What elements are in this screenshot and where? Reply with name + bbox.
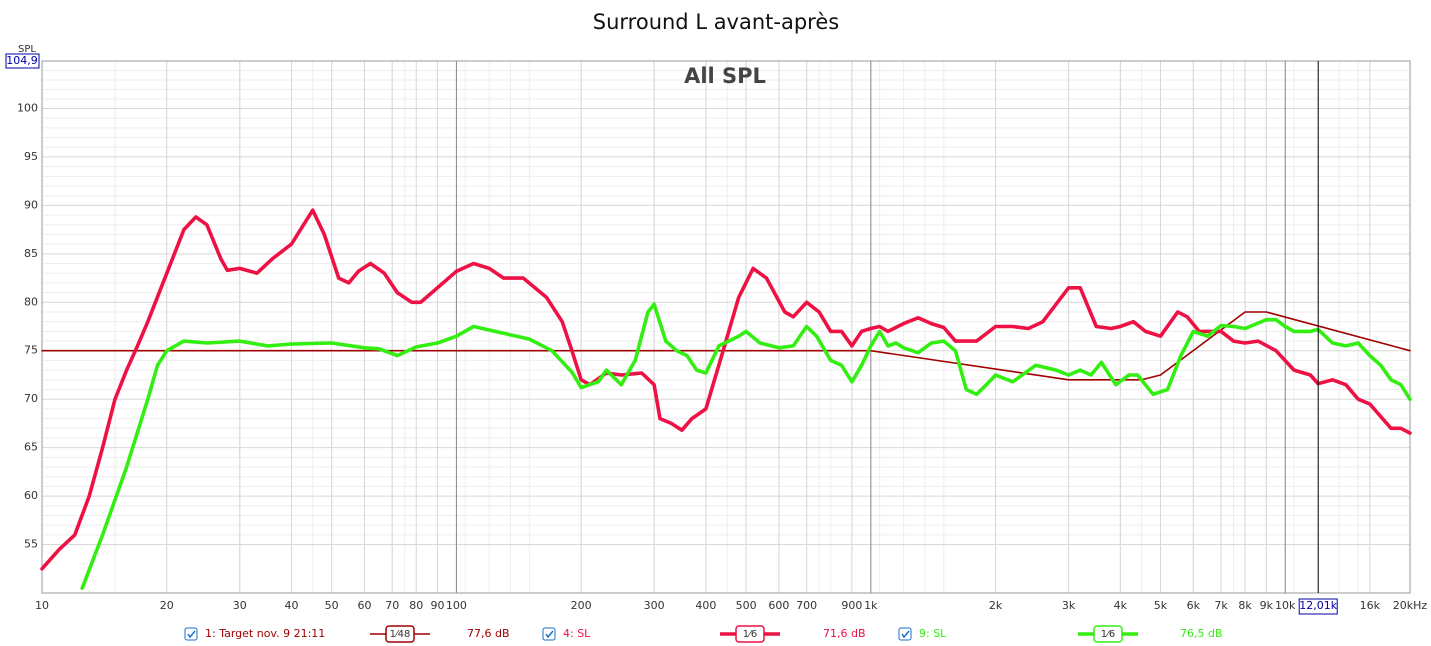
y-tick-box bbox=[5, 53, 40, 69]
x-tick-label: 7k bbox=[1214, 599, 1228, 612]
x-tick-label: 4k bbox=[1114, 599, 1128, 612]
legend-level: 71,6 dB bbox=[823, 627, 866, 640]
x-tick-label: 30 bbox=[233, 599, 247, 612]
y-tick-label: 65 bbox=[24, 441, 38, 454]
y-tick-label: 100 bbox=[17, 101, 38, 114]
cursor-label: 12,01k bbox=[1299, 599, 1337, 612]
y-tick-label: 104,9 bbox=[6, 54, 38, 67]
y-tick-label: 60 bbox=[24, 489, 38, 502]
legend-checkmark bbox=[545, 630, 554, 639]
x-tick-label: 300 bbox=[644, 599, 665, 612]
legend-smoothing-box[interactable] bbox=[735, 625, 765, 643]
y-tick-label: 55 bbox=[24, 538, 38, 551]
legend-checkmark bbox=[901, 630, 910, 639]
x-tick-label: 3k bbox=[1062, 599, 1076, 612]
legend: 1: Target nov. 9 21:11 1⁄48 77,6 dB 4: SL 1⁄… bbox=[184, 625, 1223, 643]
x-tick-label: 50 bbox=[325, 599, 339, 612]
x-tick-label: 900 bbox=[841, 599, 862, 612]
legend-smoothing: 1⁄6 bbox=[743, 629, 757, 640]
legend-level: 76,5 dB bbox=[1180, 627, 1223, 640]
legend-checkbox[interactable] bbox=[898, 627, 912, 641]
x-tick-label: 8k bbox=[1238, 599, 1252, 612]
y-tick-label: 85 bbox=[24, 247, 38, 260]
x-tick-label: 6k bbox=[1187, 599, 1201, 612]
chart-title: Surround L avant-après bbox=[593, 10, 839, 34]
x-tick-label: 600 bbox=[768, 599, 789, 612]
legend-checkbox[interactable] bbox=[184, 627, 198, 641]
x-tick-label: 60 bbox=[357, 599, 371, 612]
x-tick-label: 500 bbox=[736, 599, 757, 612]
legend-label: 4: SL bbox=[563, 627, 591, 640]
y-tick-label: 80 bbox=[24, 295, 38, 308]
x-tick-label: 2k bbox=[989, 599, 1003, 612]
x-tick-label: 40 bbox=[285, 599, 299, 612]
x-tick-label: 100 bbox=[446, 599, 467, 612]
y-axis-label: SPL bbox=[18, 44, 36, 55]
x-tick-label: 80 bbox=[409, 599, 423, 612]
x-tick-label: 5k bbox=[1154, 599, 1168, 612]
annotation: All SPL bbox=[684, 64, 766, 88]
legend-smoothing-box[interactable] bbox=[1093, 625, 1123, 643]
legend-label: 1: Target nov. 9 21:11 bbox=[205, 627, 325, 640]
x-tick-label: 10k bbox=[1275, 599, 1296, 612]
x-tick-label: 9k bbox=[1260, 599, 1274, 612]
x-tick-label: 20 bbox=[160, 599, 174, 612]
series-line bbox=[80, 302, 1412, 590]
legend-smoothing: 1⁄48 bbox=[390, 629, 411, 640]
plot-frame bbox=[41, 60, 1411, 594]
legend-checkbox[interactable] bbox=[542, 627, 556, 641]
x-tick-label: 20kHz bbox=[1393, 599, 1428, 612]
y-tick-label: 90 bbox=[24, 198, 38, 211]
x-tick-label: 200 bbox=[571, 599, 592, 612]
x-tick-label: 16k bbox=[1360, 599, 1381, 612]
legend-level: 77,6 dB bbox=[467, 627, 510, 640]
cursor-box bbox=[1298, 598, 1338, 615]
x-tick-label: 10 bbox=[35, 599, 49, 612]
legend-smoothing-box[interactable] bbox=[385, 625, 415, 643]
x-tick-label: 90 bbox=[430, 599, 444, 612]
x-tick-label: 70 bbox=[385, 599, 399, 612]
plot: 12,01k bbox=[40, 61, 1412, 615]
legend-smoothing: 1⁄6 bbox=[1101, 629, 1115, 640]
y-tick-label: 70 bbox=[24, 392, 38, 405]
x-tick-label: 700 bbox=[796, 599, 817, 612]
y-tick-label: 95 bbox=[24, 150, 38, 163]
x-tick-label: 400 bbox=[695, 599, 716, 612]
series-line bbox=[40, 208, 1412, 571]
x-tick-label: 1k bbox=[864, 599, 878, 612]
series-line bbox=[41, 311, 1411, 381]
legend-label: 9: SL bbox=[919, 627, 947, 640]
grid: 55 60 65 70 75 80 85 90 95 100 104,9 10 20 30 40 50 60 70… bbox=[5, 53, 1428, 612]
y-tick-label: 75 bbox=[24, 344, 38, 357]
legend-checkmark bbox=[187, 630, 196, 639]
